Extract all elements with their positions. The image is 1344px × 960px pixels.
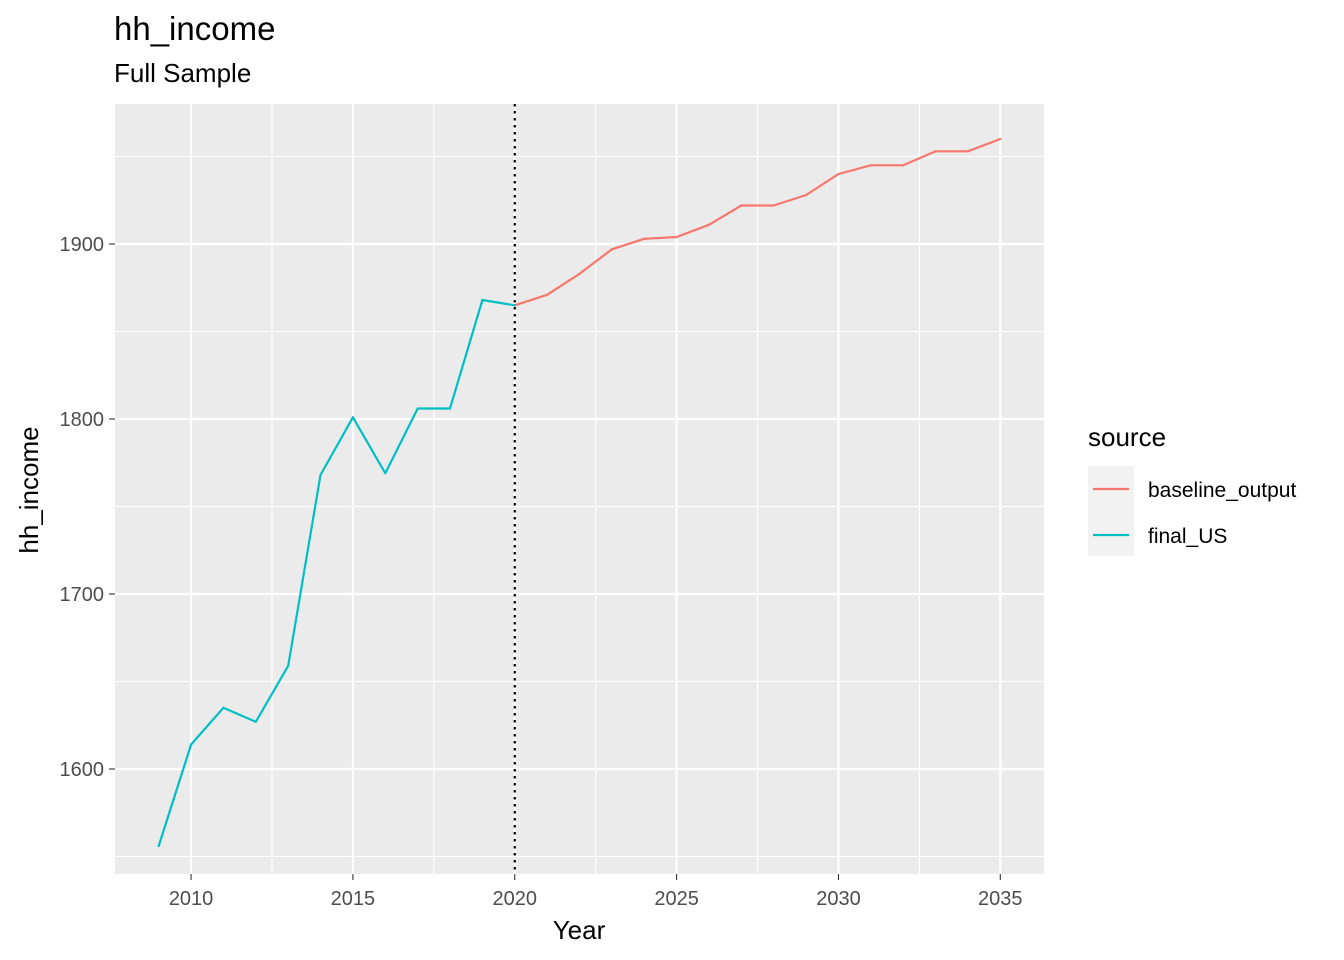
y-axis-ticks: 1600 1700 1800 1900 — [60, 234, 115, 781]
plot-panel — [115, 104, 1044, 874]
x-tick-label: 2020 — [493, 888, 538, 910]
legend: source baseline_output final_US — [1088, 422, 1296, 556]
data-point-baseline_output — [966, 150, 970, 153]
data-point-baseline_output — [610, 248, 613, 251]
data-point-baseline_output — [869, 164, 872, 167]
data-point-final_US — [481, 298, 484, 302]
x-tick-label: 2010 — [169, 888, 214, 910]
series-line-baseline_output — [514, 137, 1001, 307]
legend-title: source — [1088, 422, 1166, 452]
data-point-baseline_output — [804, 193, 808, 197]
data-point-final_US — [513, 304, 516, 307]
legend-label-final_US: final_US — [1148, 525, 1227, 548]
data-point-baseline_output — [902, 164, 905, 167]
x-tick-label: 2015 — [331, 888, 376, 910]
x-axis-title: Year — [553, 915, 606, 945]
data-point-final_US — [189, 743, 193, 746]
x-axis-ticks: 2010 2015 2020 2025 2030 2035 — [169, 874, 1023, 910]
data-point-baseline_output — [578, 272, 581, 275]
series-layer — [157, 137, 1002, 848]
data-point-baseline_output — [837, 172, 840, 176]
data-point-final_US — [287, 664, 290, 667]
chart-subtitle: Full Sample — [114, 58, 251, 88]
data-point-baseline_output — [643, 237, 646, 240]
y-axis-title: hh_income — [14, 426, 44, 553]
data-point-final_US — [384, 472, 387, 475]
data-point-baseline_output — [772, 204, 775, 207]
x-tick-label: 2030 — [816, 888, 861, 910]
data-point-final_US — [157, 844, 160, 848]
y-tick-label: 1700 — [60, 584, 105, 606]
series-line-final_US — [157, 298, 515, 847]
data-point-baseline_output — [999, 137, 1002, 141]
chart-title: hh_income — [114, 10, 275, 47]
legend-label-baseline_output: baseline_output — [1148, 479, 1296, 502]
x-tick-label: 2025 — [654, 888, 699, 910]
data-point-final_US — [254, 720, 257, 723]
data-point-baseline_output — [675, 235, 678, 239]
x-tick-label: 2035 — [978, 888, 1023, 910]
legend-key-background — [1088, 466, 1134, 556]
y-tick-label: 1900 — [60, 234, 105, 256]
minor-gridlines — [115, 104, 1044, 874]
data-point-baseline_output — [546, 293, 549, 296]
y-tick-label: 1600 — [60, 759, 105, 781]
data-point-final_US — [222, 706, 225, 709]
y-tick-label: 1800 — [60, 409, 105, 431]
data-point-baseline_output — [707, 223, 711, 226]
data-point-final_US — [319, 473, 322, 477]
data-point-baseline_output — [740, 204, 743, 207]
data-point-final_US — [448, 407, 452, 410]
legend-items: baseline_output final_US — [1093, 479, 1296, 548]
data-point-final_US — [416, 407, 419, 410]
data-point-final_US — [351, 416, 355, 419]
data-point-baseline_output — [934, 150, 937, 153]
